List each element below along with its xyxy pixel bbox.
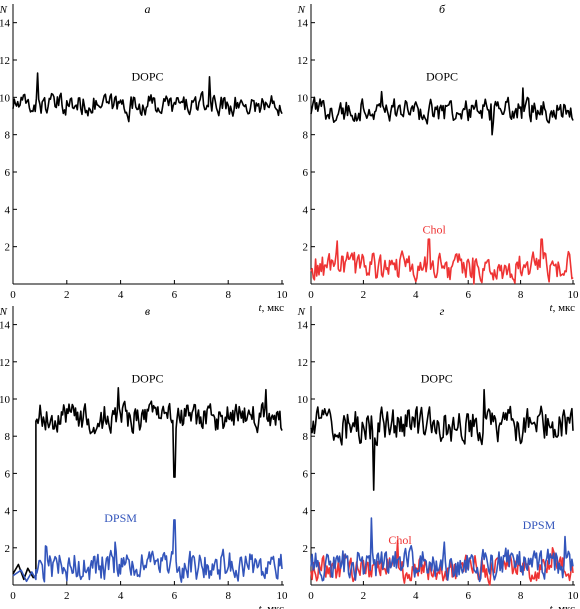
series-label-dpsm: DPSM: [523, 518, 556, 532]
x-tick-label: 2: [361, 590, 367, 602]
y-tick-label: 12: [0, 357, 10, 369]
panel-1: 2 4 6 8 10 12 14 0 2 4 6 8 10 Nt, мкс а DOPC: [0, 2, 288, 314]
y-tick-label: 8: [303, 130, 309, 142]
x-tick-label: 6: [465, 289, 471, 301]
y-axis-label: N: [297, 306, 306, 318]
x-tick-label: 6: [172, 289, 178, 301]
series-label-dopc: DOPC: [426, 70, 458, 84]
y-tick-label: 2: [5, 242, 11, 254]
series-label-dopc: DOPC: [131, 371, 163, 385]
y-tick-label: 12: [0, 55, 10, 67]
panel-3: 2 4 6 8 10 12 14 0 2 4 6 8 10 Nt, мкс в DOPC DPSM: [0, 304, 288, 609]
y-tick-label: 8: [303, 431, 309, 443]
x-tick-label: 4: [413, 590, 419, 602]
y-tick-label: 10: [297, 92, 309, 104]
x-tick-label: 4: [118, 289, 124, 301]
x-tick-label: 10: [277, 590, 289, 602]
y-tick-label: 6: [303, 167, 309, 179]
series-line-dopc: [310, 87, 574, 136]
x-tick-label: 2: [64, 590, 70, 602]
panel-label: а: [145, 2, 151, 16]
y-tick-label: 14: [0, 320, 11, 332]
y-tick-label: 4: [5, 204, 11, 216]
x-axis-label: t, мкс: [550, 603, 576, 609]
y-tick-label: 14: [0, 18, 11, 30]
series-label-chol: Chol: [422, 223, 446, 237]
x-tick-label: 10: [277, 289, 289, 301]
y-tick-label: 4: [303, 506, 309, 518]
x-tick-label: 0: [10, 590, 16, 602]
x-tick-label: 2: [64, 289, 70, 301]
panel-label: б: [439, 2, 446, 16]
y-tick-label: 10: [0, 92, 11, 104]
x-axis-label: t, мкс: [550, 302, 576, 314]
y-tick-label: 8: [5, 130, 11, 142]
series-line-dopc: [12, 387, 283, 581]
y-tick-label: 12: [297, 55, 308, 67]
x-tick-label: 4: [413, 289, 419, 301]
x-tick-label: 8: [518, 289, 524, 301]
series-label-dpsm: DPSM: [104, 511, 137, 525]
y-tick-label: 6: [5, 468, 11, 480]
y-tick-label: 10: [0, 394, 11, 406]
series-line-dopc: [310, 388, 574, 491]
y-tick-label: 6: [303, 468, 309, 480]
y-tick-label: 2: [303, 242, 309, 254]
panel-4: 2 4 6 8 10 12 14 0 2 4 6 8 10 Nt, мкс г DOPC Chol DPSM: [297, 304, 579, 609]
y-tick-label: 2: [5, 543, 11, 555]
series-label-chol: Chol: [388, 533, 412, 547]
x-axis-label: t, мкс: [259, 302, 285, 314]
x-tick-label: 8: [225, 289, 231, 301]
y-axis-label: N: [0, 4, 8, 16]
series-label-dopc: DOPC: [421, 371, 453, 385]
y-axis-label: N: [0, 306, 8, 318]
y-axis-label: N: [297, 4, 306, 16]
y-tick-label: 8: [5, 431, 11, 443]
series-line-dopc: [12, 72, 283, 123]
x-tick-label: 2: [361, 289, 367, 301]
x-tick-label: 0: [308, 590, 314, 602]
series-line-dpsm: [12, 519, 283, 583]
y-tick-label: 4: [5, 506, 11, 518]
x-tick-label: 10: [568, 289, 580, 301]
y-tick-label: 2: [303, 543, 309, 555]
y-tick-label: 14: [297, 18, 309, 30]
x-tick-label: 8: [518, 590, 524, 602]
series-line-chol: [310, 238, 574, 285]
series-label-dopc: DOPC: [131, 70, 163, 84]
y-tick-label: 10: [297, 394, 309, 406]
x-tick-label: 6: [172, 590, 178, 602]
y-tick-label: 6: [5, 167, 11, 179]
panel-label: в: [145, 304, 150, 318]
y-tick-label: 4: [303, 204, 309, 216]
panel-label: г: [440, 304, 445, 318]
x-tick-label: 4: [118, 590, 124, 602]
x-tick-label: 0: [10, 289, 16, 301]
x-tick-label: 10: [568, 590, 580, 602]
panel-2: 2 4 6 8 10 12 14 0 2 4 6 8 10 Nt, мкс б DOPC Chol: [297, 2, 579, 314]
series-line-dpsm: [310, 517, 574, 583]
x-tick-label: 8: [225, 590, 231, 602]
y-tick-label: 14: [297, 320, 309, 332]
x-tick-label: 0: [308, 289, 314, 301]
y-tick-label: 12: [297, 357, 308, 369]
x-tick-label: 6: [465, 590, 471, 602]
x-axis-label: t, мкс: [259, 603, 285, 609]
